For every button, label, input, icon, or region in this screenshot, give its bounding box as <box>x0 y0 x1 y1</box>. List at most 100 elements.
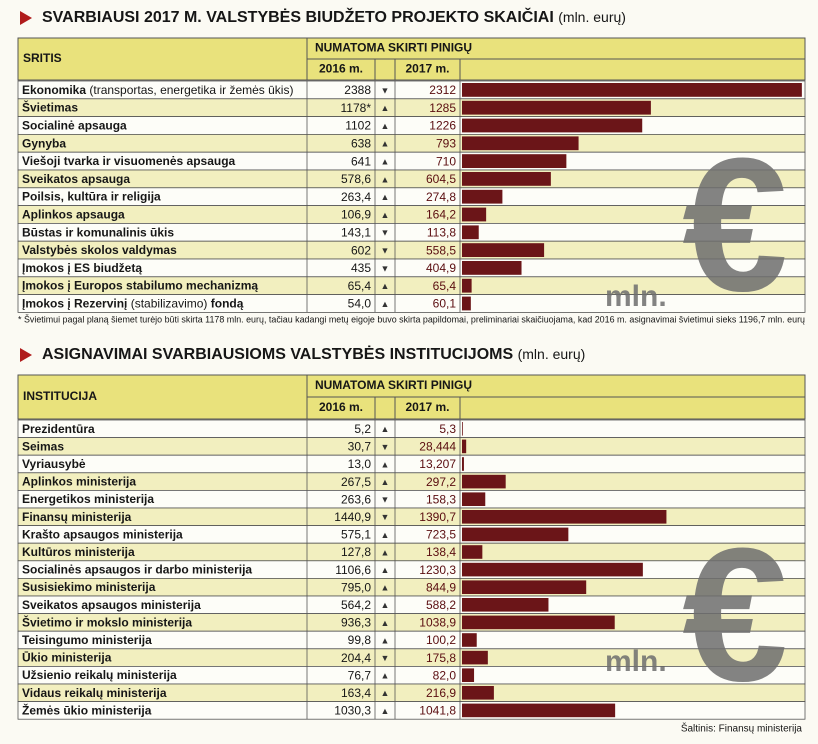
trend-arrow: ▲ <box>381 477 390 487</box>
value-2017: 13,207 <box>419 457 456 471</box>
watermark-symbol: € <box>682 119 788 331</box>
value-2017: 1038,9 <box>419 616 456 630</box>
value-2017: 28,444 <box>419 440 456 454</box>
value-2016: 641 <box>351 154 371 168</box>
name-end: fondą <box>211 297 244 311</box>
trend-arrow: ▲ <box>381 174 390 184</box>
row-name: Prezidentūra <box>22 422 95 436</box>
bar <box>462 668 475 682</box>
row-name: Poilsis, kultūra ir religija <box>22 190 161 204</box>
title-text: SVARBIAUSI 2017 M. VALSTYBĖS BIUDŽETO PR… <box>42 7 554 26</box>
bar <box>462 83 802 97</box>
name-text: Švietimo ir mokslo ministerija <box>22 615 192 630</box>
row-name: Viešoji tvarka ir visuomenės apsauga <box>22 154 236 168</box>
value-2016: 54,0 <box>348 297 372 311</box>
value-2017: 710 <box>436 154 456 168</box>
bar <box>462 580 587 594</box>
row-name: Socialinės apsaugos ir darbo ministerija <box>22 563 252 577</box>
bar <box>462 686 494 700</box>
value-2016: 564,2 <box>341 598 371 612</box>
value-2017: 1285 <box>429 101 456 115</box>
title-marker <box>20 11 32 25</box>
name-note: (stabilizavimo) <box>131 297 208 311</box>
value-2017: 604,5 <box>426 172 456 186</box>
value-2016: 795,0 <box>341 580 371 594</box>
row-bg <box>17 472 806 491</box>
value-2017: 158,3 <box>426 492 456 506</box>
row-name: Įmokos į Europos stabilumo mechanizmą <box>22 279 258 293</box>
name-text: Žemės ūkio ministerija <box>22 703 152 718</box>
name-text: Poilsis, kultūra ir religija <box>22 190 161 204</box>
row-name: Vyriausybė <box>22 457 86 471</box>
row-name: Sveikatos apsaugos ministerija <box>22 598 201 612</box>
trend-arrow: ▲ <box>381 635 390 645</box>
value-2017: 82,0 <box>433 668 457 682</box>
header-2017: 2017 m. <box>405 400 449 414</box>
name-text: Būstas ir komunalinis ūkis <box>22 225 174 239</box>
bar <box>462 136 579 151</box>
value-2017: 138,4 <box>426 545 456 559</box>
watermark-text: mln. <box>605 280 667 313</box>
name-text: Teisingumo ministerija <box>22 633 152 647</box>
row-name: Žemės ūkio ministerija <box>22 703 152 718</box>
bar <box>462 296 471 311</box>
value-2017: 844,9 <box>426 580 456 594</box>
bar <box>462 154 567 168</box>
header-2017: 2017 m. <box>405 62 449 76</box>
bar <box>462 207 487 222</box>
value-2017: 793 <box>436 136 456 150</box>
value-2017: 1226 <box>429 119 456 133</box>
value-2017: 404,9 <box>426 261 456 275</box>
trend-arrow: ▲ <box>381 583 390 593</box>
name-text: Viešoji tvarka ir visuomenės apsauga <box>22 154 236 168</box>
name-text: Prezidentūra <box>22 422 95 436</box>
row-name: Energetikos ministerija <box>22 492 154 506</box>
bar <box>462 545 483 559</box>
trend-arrow: ▲ <box>381 671 390 681</box>
trend-arrow: ▼ <box>381 228 390 238</box>
name-text: Socialinė apsauga <box>22 119 127 133</box>
trend-arrow: ▲ <box>381 281 390 291</box>
value-2016: 435 <box>351 261 371 275</box>
header-first: SRITIS <box>23 51 62 65</box>
row-bg <box>17 98 806 118</box>
row-name: Įmokos į Rezervinį (stabilizavimo) fondą <box>22 297 244 311</box>
bar <box>462 615 615 630</box>
name-text: Susisiekimo ministerija <box>22 580 156 594</box>
header-group: NUMATOMA SKIRTI PINIGŲ <box>315 41 472 55</box>
name-text: Užsienio reikalų ministerija <box>22 668 177 682</box>
value-2016: 936,3 <box>341 616 371 630</box>
row-bg <box>17 437 806 456</box>
table-title: SVARBIAUSI 2017 M. VALSTYBĖS BIUDŽETO PR… <box>42 7 626 26</box>
value-2016: 602 <box>351 243 371 257</box>
value-2016: 2388 <box>344 83 371 97</box>
value-2017: 297,2 <box>426 475 456 489</box>
title-text: ASIGNAVIMAI SVARBIAUSIOMS VALSTYBĖS INST… <box>42 345 513 363</box>
row-name: Susisiekimo ministerija <box>22 580 156 594</box>
header-group: NUMATOMA SKIRTI PINIGŲ <box>315 378 472 392</box>
value-2017: 216,9 <box>426 686 456 700</box>
trend-arrow: ▼ <box>381 495 390 505</box>
row-name: Kultūros ministerija <box>22 545 135 559</box>
trend-arrow: ▼ <box>381 263 390 273</box>
name-text: Seimas <box>22 440 64 454</box>
name-text: Finansų ministerija <box>22 510 132 524</box>
trend-arrow: ▲ <box>381 459 390 469</box>
value-2016: 65,4 <box>348 279 372 293</box>
trend-arrow: ▼ <box>381 442 390 452</box>
bar <box>462 243 545 257</box>
row-name: Užsienio reikalų ministerija <box>22 668 177 682</box>
row-name: Būstas ir komunalinis ūkis <box>22 225 174 239</box>
name-text: Ūkio ministerija <box>22 651 112 665</box>
row-name: Ūkio ministerija <box>22 651 112 665</box>
trend-arrow: ▲ <box>381 139 390 149</box>
name-text: Aplinkos apsauga <box>22 208 125 222</box>
row-name: Socialinė apsauga <box>22 119 127 133</box>
name-text: Sveikatos apsaugos ministerija <box>22 598 201 612</box>
bar <box>462 278 472 293</box>
bar <box>462 439 467 454</box>
watermark-symbol: € <box>682 509 788 721</box>
trend-arrow: ▲ <box>381 600 390 610</box>
bar <box>462 510 667 524</box>
